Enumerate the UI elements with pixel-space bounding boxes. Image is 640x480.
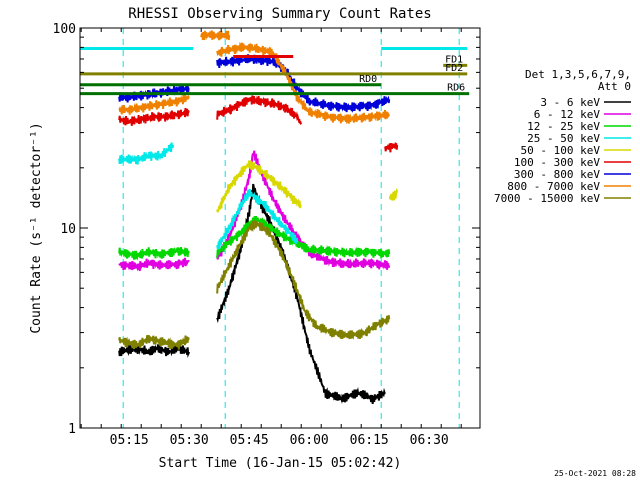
- series-line: [118, 334, 190, 350]
- legend-entry-label: 25 - 50 keV: [527, 132, 600, 145]
- x-axis-ticks: 05:15 05:30 05:45 06:00 06:15 06:30: [80, 28, 462, 448]
- series-line: [216, 54, 391, 113]
- x-tick-label: 06:30: [410, 433, 449, 448]
- legend-entry-label: 3 - 6 keV: [540, 96, 600, 109]
- y-axis-ticks: 1 10 100: [53, 22, 480, 437]
- annotation-bar-label: FD1: [445, 54, 463, 65]
- series-line: [216, 215, 391, 259]
- x-tick-label: 05:30: [170, 433, 209, 448]
- series-line: [118, 108, 190, 126]
- plot-frame: [79, 27, 481, 429]
- x-tick-label: 05:15: [110, 433, 149, 448]
- legend-entry-label: 6 - 12 keV: [534, 108, 601, 121]
- x-tick-label: 05:45: [230, 433, 269, 448]
- annotation-bar-label: RD0: [359, 74, 377, 85]
- legend-entry-label: 7000 - 15000 keV: [494, 192, 600, 205]
- x-tick-label: 06:00: [290, 433, 329, 448]
- legend-entry-label: 300 - 800 keV: [514, 168, 600, 181]
- legend-entry-label: 12 - 25 keV: [527, 120, 600, 133]
- series-line: [384, 142, 399, 153]
- series-line: [216, 160, 302, 213]
- series-line: [118, 142, 175, 165]
- y-axis-label: Count Rate (s⁻¹ detector⁻¹): [29, 122, 44, 333]
- series-line: [388, 187, 399, 201]
- series-line: [216, 220, 391, 340]
- annotation-bar-label: FD2: [445, 63, 463, 74]
- series-line: [216, 41, 391, 125]
- series-line: [216, 188, 299, 250]
- footer-timestamp: 25-Oct-2021 08:28: [554, 469, 636, 478]
- legend-header: Att 0: [598, 80, 631, 93]
- y-tick-label: 1: [68, 422, 76, 437]
- series-line: [118, 343, 191, 358]
- legend-entry-label: 800 - 7000 keV: [507, 180, 600, 193]
- series-line: [216, 183, 386, 404]
- series-line: [118, 94, 190, 115]
- legend-header: Det 1,3,5,6,7,9,: [525, 68, 631, 81]
- series-line: [118, 83, 190, 103]
- x-axis-label: Start Time (16-Jan-15 05:02:42): [159, 456, 402, 471]
- chart-title: RHESSI Observing Summary Count Rates: [128, 6, 431, 22]
- x-tick-label: 06:15: [350, 433, 389, 448]
- series-line: [200, 30, 231, 41]
- y-tick-label: 100: [53, 22, 76, 37]
- y-tick-label: 10: [60, 222, 76, 237]
- series-line: [118, 257, 190, 272]
- series-line: [216, 95, 303, 125]
- annotation-bar-label: RD6: [447, 83, 465, 94]
- legend-entry-label: 50 - 100 keV: [521, 144, 601, 157]
- series-line: [118, 246, 190, 261]
- legend-entry-label: 100 - 300 keV: [514, 156, 600, 169]
